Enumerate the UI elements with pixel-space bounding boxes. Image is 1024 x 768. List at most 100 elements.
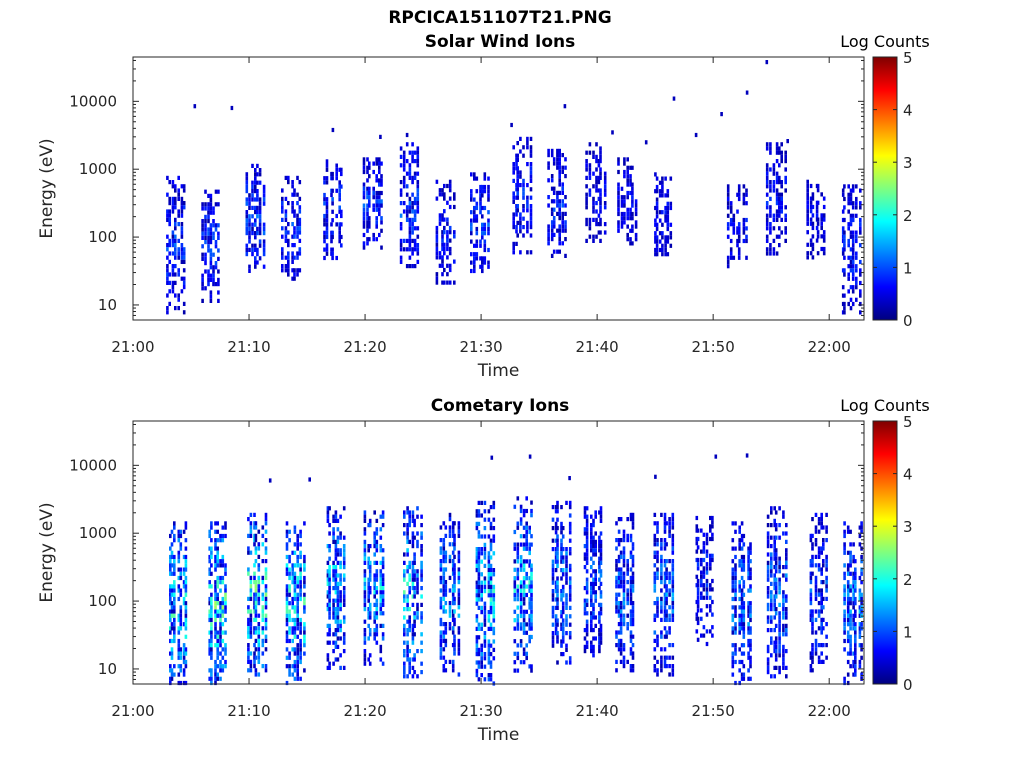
data-cell xyxy=(529,149,533,154)
data-cell xyxy=(525,508,528,514)
data-cell xyxy=(453,609,456,614)
data-cell xyxy=(660,664,663,669)
data-cell xyxy=(660,655,663,660)
data-cell xyxy=(663,664,667,669)
data-cell xyxy=(475,563,479,568)
data-cell xyxy=(169,613,172,618)
data-cell xyxy=(653,575,657,580)
data-cell xyxy=(585,205,588,210)
data-cell xyxy=(663,517,667,522)
data-cell xyxy=(287,238,290,243)
data-cell xyxy=(515,241,518,246)
data-cell xyxy=(210,630,213,635)
data-cell xyxy=(444,592,448,597)
data-cell xyxy=(849,651,852,656)
data-cell xyxy=(475,668,479,673)
data-cell xyxy=(766,649,770,654)
data-cell xyxy=(854,655,857,660)
data-cell xyxy=(660,634,663,639)
data-cell xyxy=(408,247,412,252)
data-cell xyxy=(556,195,559,200)
data-cell xyxy=(208,676,211,681)
data-cell xyxy=(512,241,515,246)
data-cell xyxy=(516,220,519,225)
data-cell xyxy=(780,217,783,222)
data-cell xyxy=(184,588,188,593)
data-cell xyxy=(843,676,846,681)
data-cell xyxy=(411,569,415,574)
data-cell xyxy=(339,581,342,586)
data-cell xyxy=(299,630,302,635)
data-cell xyxy=(773,506,776,511)
data-cell xyxy=(530,508,533,514)
data-cell xyxy=(780,205,783,210)
data-cell xyxy=(822,230,826,235)
data-cell xyxy=(666,210,670,215)
data-cell xyxy=(846,680,850,686)
data-cell xyxy=(299,596,302,602)
data-cell xyxy=(655,189,659,194)
data-cell xyxy=(851,301,855,307)
data-cell xyxy=(597,230,601,235)
data-cell xyxy=(287,259,290,264)
data-cell xyxy=(253,651,256,656)
data-cell xyxy=(332,531,335,536)
data-cell xyxy=(366,186,369,191)
data-cell xyxy=(770,560,773,565)
data-cell xyxy=(560,593,563,598)
data-cell xyxy=(411,544,415,549)
data-cell xyxy=(513,668,517,673)
data-cell xyxy=(328,569,331,574)
data-cell xyxy=(617,195,620,200)
data-cell xyxy=(477,593,481,598)
data-cell xyxy=(522,576,526,581)
data-cell xyxy=(513,592,517,598)
data-cell xyxy=(420,544,423,549)
data-cell xyxy=(247,533,250,538)
data-cell xyxy=(619,609,623,614)
data-cell xyxy=(849,609,852,614)
data-cell xyxy=(487,226,490,232)
data-cell xyxy=(665,571,668,576)
data-cell xyxy=(772,163,776,168)
data-cell xyxy=(631,622,635,627)
data-cell xyxy=(665,588,668,593)
data-cell xyxy=(224,647,227,652)
data-cell xyxy=(483,239,487,244)
data-cell xyxy=(513,546,517,551)
data-cell xyxy=(179,655,183,660)
data-cell xyxy=(822,626,825,631)
data-cell xyxy=(435,225,439,231)
data-cell xyxy=(516,157,519,162)
data-cell xyxy=(208,613,211,618)
data-cell xyxy=(671,580,675,585)
data-cell xyxy=(221,575,225,581)
data-cell xyxy=(416,590,419,595)
data-cell xyxy=(809,559,813,564)
data-cell xyxy=(654,205,657,211)
data-cell xyxy=(846,567,850,572)
data-cell xyxy=(516,208,519,213)
data-cell xyxy=(293,622,297,627)
data-cell xyxy=(626,563,629,568)
data-cell xyxy=(598,556,601,561)
data-cell xyxy=(182,571,186,576)
data-cell xyxy=(375,623,379,628)
data-cell xyxy=(709,587,712,592)
data-cell xyxy=(207,202,210,207)
data-cell xyxy=(257,630,261,635)
data-cell xyxy=(583,510,587,515)
data-cell xyxy=(852,672,855,677)
data-cell xyxy=(774,640,778,645)
data-cell xyxy=(778,619,781,624)
data-cell xyxy=(825,580,828,585)
data-cell xyxy=(859,205,862,210)
data-cell xyxy=(182,596,186,602)
data-cell xyxy=(622,554,626,559)
data-cell xyxy=(595,209,598,214)
data-cell xyxy=(444,626,448,631)
data-cell xyxy=(772,251,776,256)
data-cell xyxy=(660,559,663,564)
data-cell xyxy=(168,272,171,277)
data-cell xyxy=(487,534,491,539)
